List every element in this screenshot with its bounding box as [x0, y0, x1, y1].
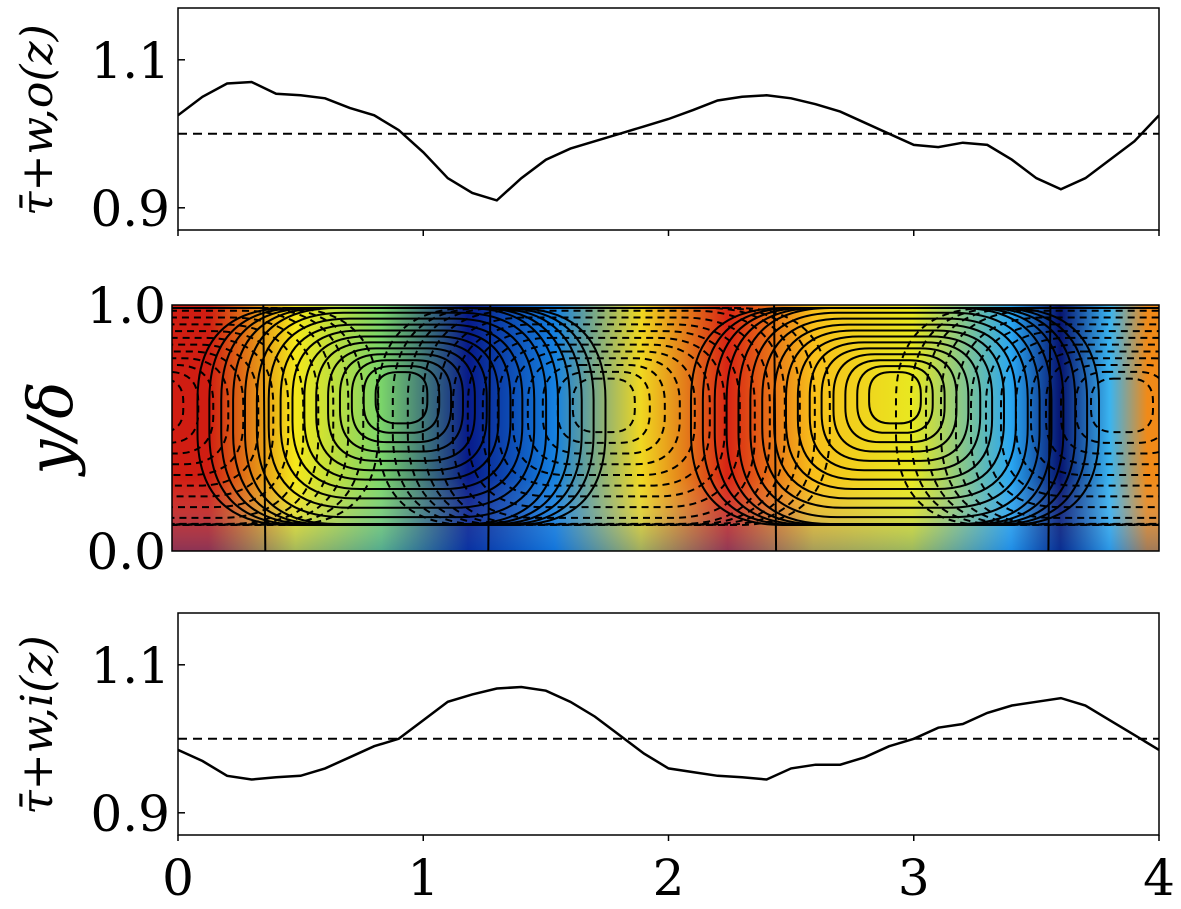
contour-line-vortex-4 [172, 307, 350, 526]
bottom-ylabel: τ̄+w,i(z) [12, 635, 63, 814]
bot-ytick-label: 1.1 [90, 637, 170, 695]
contour-line-vortex-1 [451, 323, 756, 519]
separatrix-line [487, 305, 492, 551]
bot-xtick-label: 1 [407, 849, 439, 907]
bot-xtick-label: 4 [1143, 849, 1175, 907]
contour-line-vortex-4 [172, 323, 305, 519]
contour-line-vortex-4 [172, 336, 275, 498]
middle-plot-frame [171, 304, 1160, 552]
contour-line-vortex-0 [315, 341, 488, 472]
bot-ytick-label: 0.9 [90, 785, 170, 843]
contour-line-vortex-1 [571, 377, 636, 434]
separatrix-line [262, 305, 267, 551]
contour-line-vortex-2 [832, 353, 958, 453]
middle-ytick-label: 0.0 [86, 523, 166, 581]
separatrix-line [1047, 305, 1052, 551]
bot-xtick-label: 0 [162, 849, 194, 907]
contour-line-vortex-3 [1089, 377, 1154, 434]
contour-line-vortex-0 [303, 335, 500, 481]
contour-line-vortex-3 [1029, 350, 1159, 476]
middle-panel: 0.0 1.0 y/δ [14, 277, 1160, 581]
contour-line-vortex-3 [1074, 370, 1159, 444]
contour-line-vortex-1 [541, 364, 666, 455]
streamline-contours [172, 305, 1159, 551]
contour-line-vortex-3 [1059, 364, 1159, 455]
separatrix-line [773, 305, 778, 551]
contour-line-vortex-1 [496, 343, 711, 487]
top-panel: 0.9 1.1 τ̄+w,o(z) [12, 7, 1160, 238]
contour-line-vortex-2 [844, 359, 946, 444]
middle-ytick-label: 1.0 [86, 277, 166, 335]
contour-line-vortex-2 [808, 341, 982, 472]
top-ylabel: τ̄+w,o(z) [12, 24, 63, 216]
bot-xtick-label: 3 [898, 849, 930, 907]
contour-line-vortex-0 [362, 365, 441, 434]
contour-line-vortex-4 [172, 371, 200, 444]
contour-line-vortex-1 [406, 307, 801, 526]
contour-line-vortex-0 [374, 371, 429, 425]
contour-line-vortex-2 [820, 347, 970, 462]
contour-line-vortex-1 [376, 307, 831, 526]
contour-line-vortex-2 [761, 317, 1029, 509]
bottom-series-line [178, 685, 1159, 781]
top-ytick-labels: 0.9 1.1 [90, 32, 185, 238]
contour-line-vortex-4 [172, 379, 185, 432]
contour-line-vortex-4 [172, 350, 245, 476]
contour-line-vortex-4 [172, 364, 215, 455]
bottom-plot-frame [177, 612, 1160, 836]
contour-line-vortex-2 [749, 311, 1041, 519]
bot-xtick-label: 2 [653, 849, 685, 907]
contour-line-vortex-2 [856, 365, 934, 434]
contour-line-vortex-0 [350, 359, 453, 444]
contour-line-vortex-4 [172, 307, 380, 526]
top-xticks [177, 230, 1160, 236]
contour-line-vortex-3 [1014, 343, 1159, 487]
top-ytick-label: 1.1 [90, 32, 170, 90]
contour-line-vortex-0 [338, 353, 464, 453]
contour-line-vortex-1 [481, 336, 726, 498]
top-ytick-label: 0.9 [90, 180, 170, 238]
contour-line-vortex-2 [773, 323, 1017, 500]
contour-line-vortex-3 [969, 323, 1159, 519]
contour-line-vortex-2 [868, 371, 922, 425]
contour-line-vortex-3 [954, 316, 1159, 525]
bottom-panel: 0.9 1.1 τ̄+w,i(z) 0 1 2 3 4 [12, 612, 1175, 907]
contour-line-vortex-1 [556, 370, 651, 444]
contour-line-vortex-1 [511, 350, 696, 476]
top-series-line [178, 80, 1159, 202]
contour-line-vortex-4 [172, 357, 230, 466]
middle-ytick-labels: 0.0 1.0 [86, 277, 166, 581]
contour-line-vortex-1 [526, 357, 681, 466]
bottom-ytick-labels: 0.9 1.1 [90, 637, 185, 843]
bottom-xticks: 0 1 2 3 4 [162, 835, 1175, 907]
middle-ylabel: y/δ [14, 381, 87, 477]
contour-line-vortex-2 [796, 335, 994, 481]
